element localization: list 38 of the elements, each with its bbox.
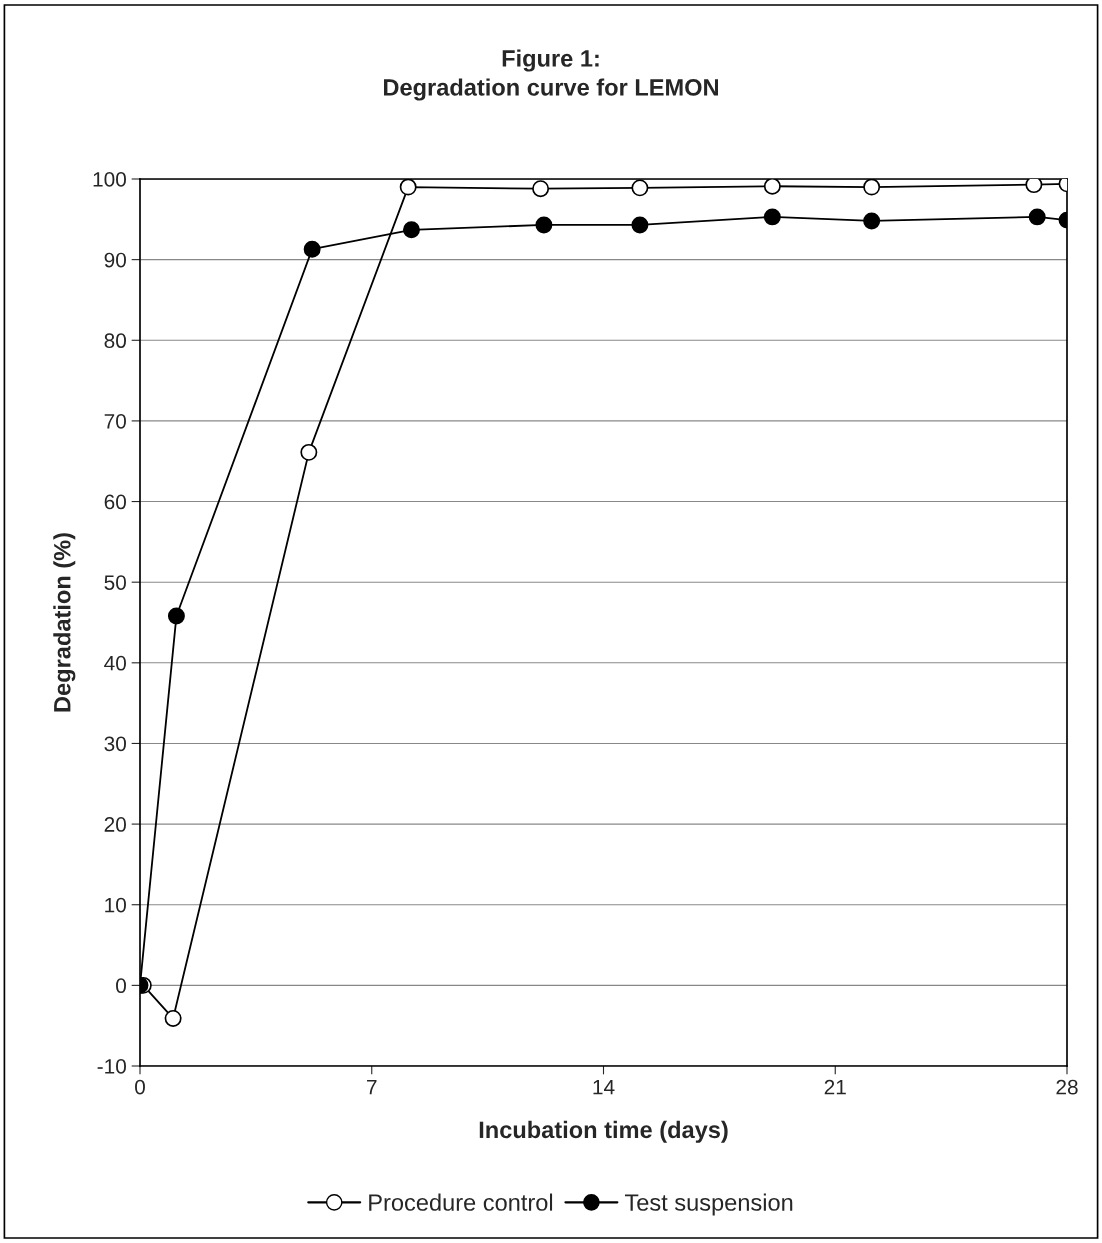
y-tick-label: 10 — [105, 897, 126, 913]
x-tick-label: 7 — [367, 1079, 377, 1095]
point — [403, 221, 420, 239]
y-tick-label: 90 — [104, 252, 126, 268]
point — [863, 179, 881, 196]
point — [763, 208, 781, 226]
point — [863, 212, 881, 230]
legend-label: Test suspension — [624, 1193, 793, 1216]
point — [167, 607, 185, 625]
y-tick-label: 100 — [93, 172, 126, 187]
x-tick-label: 28 — [1056, 1079, 1078, 1095]
point — [303, 240, 321, 258]
point — [631, 216, 649, 234]
y-tick-label: 0 — [116, 978, 126, 994]
y-axis-title: Degradation (%) — [53, 533, 76, 712]
y-tick-label: 80 — [104, 333, 126, 349]
y-tick-label: 30 — [104, 736, 126, 752]
x-tick-label: 14 — [593, 1079, 615, 1095]
y-tick-label: 60 — [104, 494, 126, 510]
y-tick-label: 40 — [104, 655, 126, 671]
y-tick-label: 50 — [104, 575, 126, 590]
point — [399, 179, 417, 196]
point — [532, 180, 550, 198]
point — [763, 179, 781, 195]
point — [1028, 208, 1046, 226]
x-axis-title: Incubation time (days) — [479, 1120, 728, 1143]
point — [535, 216, 553, 234]
y-tick-label: -10 — [97, 1059, 126, 1074]
y-tick-label: 20 — [104, 817, 126, 832]
legend-label: Procedure control — [369, 1193, 553, 1211]
x-tick-label: 0 — [135, 1079, 145, 1095]
point — [164, 1009, 182, 1027]
y-tick-label: 70 — [104, 413, 126, 429]
point — [631, 179, 649, 197]
x-tick-label: 21 — [824, 1079, 846, 1095]
chart-title: Figure 1: Degradation curve for LEMON — [384, 49, 718, 101]
point — [300, 443, 318, 461]
point — [1025, 179, 1043, 194]
